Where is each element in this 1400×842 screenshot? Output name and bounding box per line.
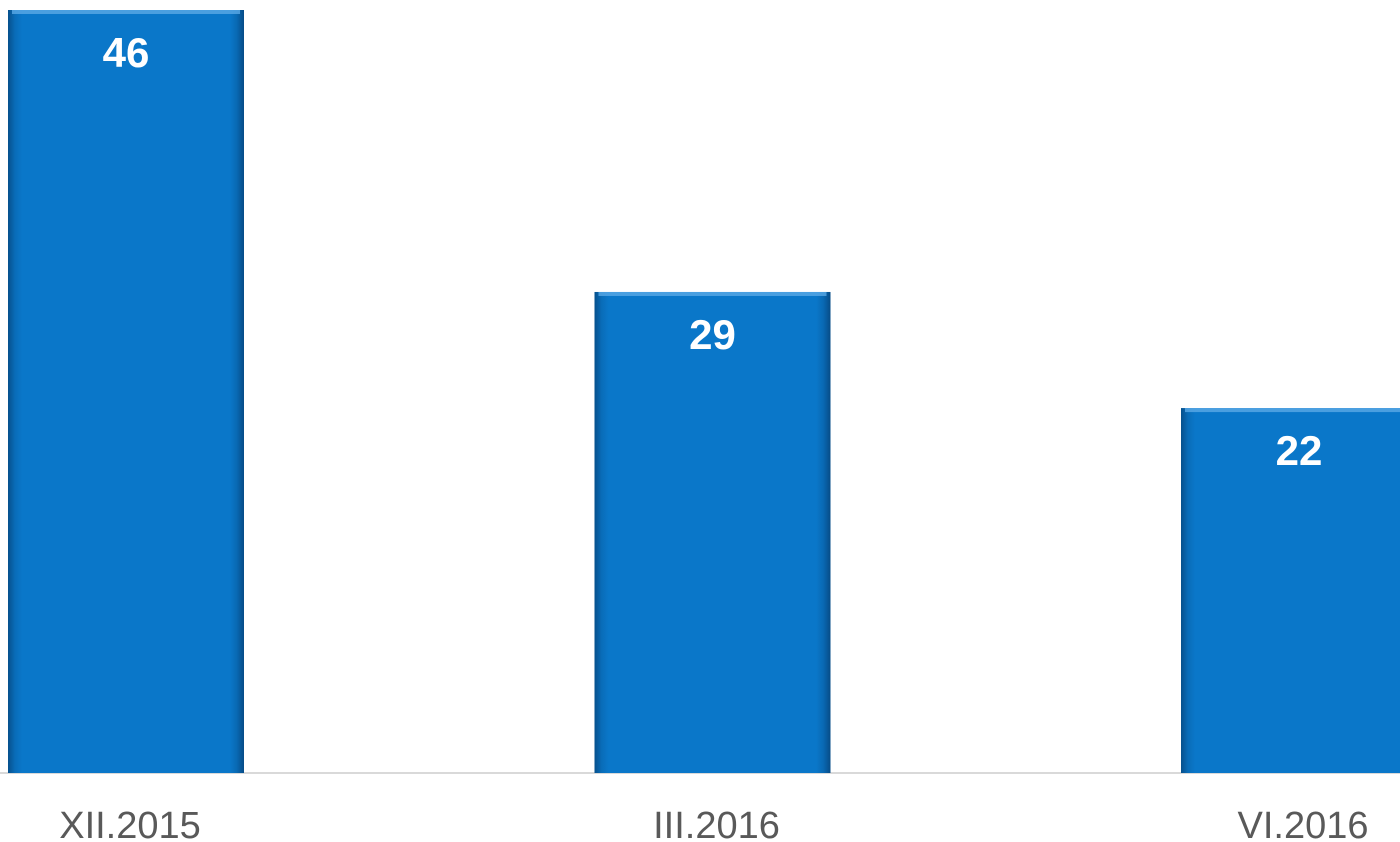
value-label: 46: [103, 29, 150, 76]
bar-bevel: [594, 291, 831, 773]
bar-highlight: [1185, 408, 1400, 413]
x-tick-label: III.2016: [653, 805, 780, 842]
value-label: 22: [1276, 427, 1323, 474]
bar-bevel: [1181, 408, 1400, 773]
x-tick-label: VI.2016: [1238, 805, 1369, 842]
x-tick-label: XII.2015: [59, 805, 201, 842]
bar-bevel: [8, 10, 244, 773]
value-label: 29: [689, 311, 736, 358]
bar-highlight: [598, 291, 827, 296]
bar-highlight: [12, 10, 240, 14]
